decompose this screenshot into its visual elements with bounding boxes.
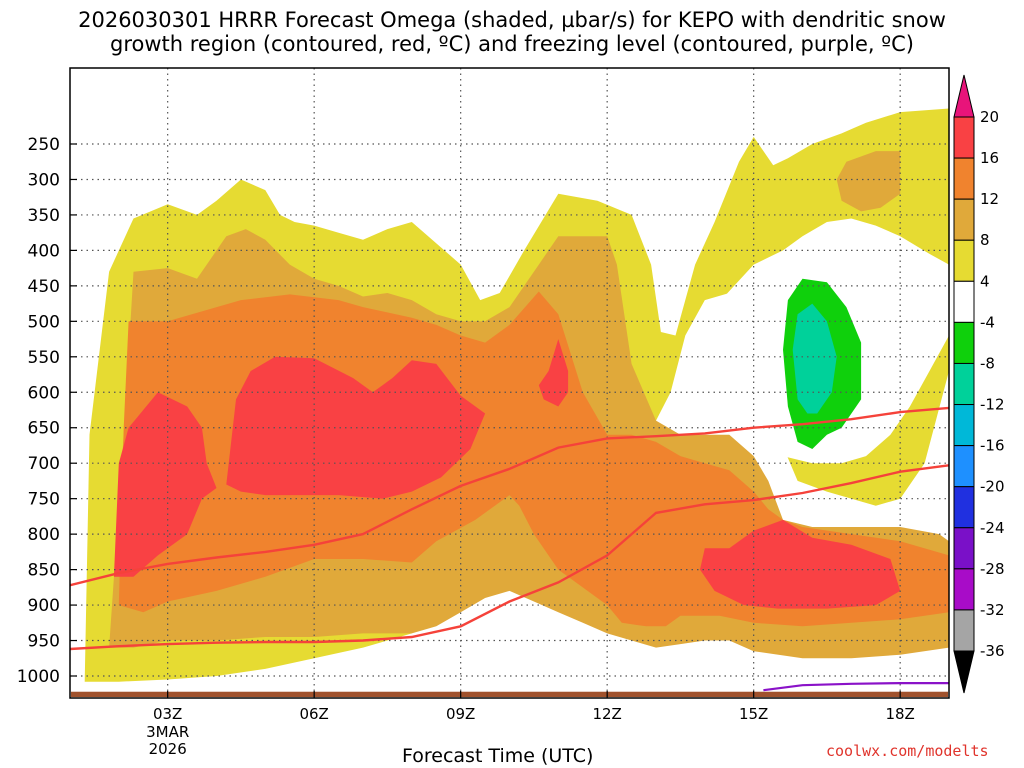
credit-link[interactable]: coolwx.com/modelts	[826, 742, 989, 760]
y-tick-label-850: 850	[28, 561, 60, 581]
x-tick-label-15Z: 15Z	[739, 705, 768, 723]
colorbar-top-arrow	[953, 74, 975, 118]
y-tick-label-700: 700	[28, 454, 60, 474]
colorbar-label-12: -32	[980, 601, 1005, 619]
chart-title-line-1: 2026030301 HRRR Forecast Omega (shaded, …	[78, 8, 946, 32]
colorbar-label-2: 12	[980, 190, 999, 208]
x-axis-label: Forecast Time (UTC)	[402, 745, 594, 767]
y-tick-label-900: 900	[28, 596, 60, 616]
x-tick-sublabel-0: 3MAR	[146, 723, 189, 741]
colorbar-segment-2	[953, 198, 975, 241]
x-tick-label-03Z: 03Z	[153, 705, 182, 723]
colorbar-label-13: -36	[980, 642, 1005, 660]
colorbar-label-10: -24	[980, 519, 1005, 537]
colorbar-segment-12	[953, 609, 975, 652]
x-tick-label-18Z: 18Z	[885, 705, 914, 723]
colorbar-label-3: 8	[980, 231, 990, 249]
colorbar-segment-0	[953, 116, 975, 159]
y-tick-label-950: 950	[28, 632, 60, 652]
colorbar-label-6: -8	[980, 354, 995, 372]
omega-region-7	[700, 519, 901, 609]
colorbar-segment-3	[953, 239, 975, 282]
colorbar-label-11: -28	[980, 560, 1005, 578]
y-tick-label-250: 250	[28, 135, 60, 155]
y-tick-label-650: 650	[28, 419, 60, 439]
colorbar-segment-8	[953, 445, 975, 488]
y-tick-label-750: 750	[28, 490, 60, 510]
x-tick-sublabel-1: 2026	[149, 740, 187, 758]
y-tick-label-800: 800	[28, 525, 60, 545]
omega-region-2	[836, 151, 901, 212]
colorbar-segment-4	[953, 280, 975, 323]
y-tick-label-1000: 1000	[17, 667, 60, 687]
colorbar-segment-7	[953, 404, 975, 447]
colorbar-segment-10	[953, 527, 975, 570]
colorbar-segment-9	[953, 486, 975, 529]
y-tick-label-500: 500	[28, 312, 60, 332]
colorbar-bottom-arrow	[953, 650, 975, 694]
dendritic-contour-1	[70, 464, 949, 651]
colorbar-segment-5	[953, 321, 975, 364]
y-tick-label-400: 400	[28, 241, 60, 261]
omega-region-6	[538, 339, 569, 407]
plot-frame	[69, 67, 950, 699]
colorbar-segment-1	[953, 157, 975, 200]
colorbar-label-9: -20	[980, 478, 1005, 496]
colorbar-label-7: -12	[980, 396, 1005, 414]
omega-region-10	[792, 303, 837, 414]
colorbar-segment-11	[953, 568, 975, 611]
colorbar-label-4: 4	[980, 272, 990, 290]
x-tick-label-06Z: 06Z	[299, 705, 328, 723]
colorbar-segment-6	[953, 362, 975, 406]
y-tick-label-350: 350	[28, 206, 60, 226]
surface-band	[71, 691, 948, 697]
colorbar-label-0: 20	[980, 108, 999, 126]
colorbar-label-5: -4	[980, 313, 995, 331]
colorbar-label-8: -16	[980, 437, 1005, 455]
y-tick-label-600: 600	[28, 383, 60, 403]
x-tick-label-12Z: 12Z	[592, 705, 621, 723]
colorbar-label-1: 16	[980, 149, 999, 167]
y-tick-label-450: 450	[28, 277, 60, 297]
y-tick-label-300: 300	[28, 170, 60, 190]
omega-region-4	[113, 392, 217, 577]
chart-title-line-2: growth region (contoured, red, ºC) and f…	[110, 32, 914, 56]
x-tick-label-09Z: 09Z	[446, 705, 475, 723]
dendritic-contour-0	[70, 406, 949, 587]
y-tick-label-550: 550	[28, 348, 60, 368]
freezing-level-contour	[763, 681, 949, 692]
